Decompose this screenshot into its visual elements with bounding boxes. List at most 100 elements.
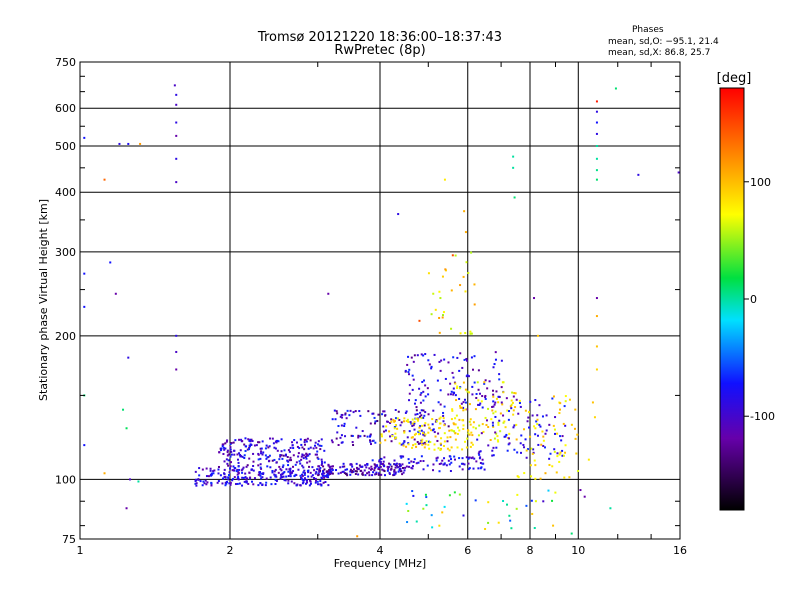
data-point — [305, 440, 308, 443]
data-point — [401, 463, 404, 466]
data-point — [261, 440, 264, 443]
data-point — [361, 430, 364, 433]
data-point — [543, 446, 546, 449]
data-point — [237, 478, 240, 481]
data-point — [274, 447, 277, 450]
data-point — [637, 173, 640, 176]
data-point — [416, 354, 419, 357]
data-point — [417, 419, 420, 422]
data-point — [508, 442, 511, 445]
data-point — [595, 100, 598, 103]
data-point — [301, 464, 304, 467]
data-point — [109, 261, 112, 264]
data-point — [415, 520, 418, 523]
data-point — [420, 439, 423, 442]
data-point — [452, 356, 455, 359]
data-point — [257, 458, 260, 461]
data-point — [442, 311, 445, 314]
data-point — [454, 417, 457, 420]
data-point — [264, 454, 267, 457]
data-point — [316, 443, 319, 446]
data-point — [494, 358, 497, 361]
data-point — [495, 390, 498, 393]
data-point — [492, 393, 495, 396]
data-point — [245, 480, 248, 483]
data-point — [369, 440, 372, 443]
data-point — [454, 254, 457, 257]
data-point — [302, 466, 305, 469]
data-point — [420, 409, 423, 412]
data-point — [435, 419, 438, 422]
data-point — [226, 462, 229, 465]
data-point — [424, 422, 427, 425]
data-point — [502, 391, 505, 394]
data-point — [452, 422, 455, 425]
data-point — [349, 470, 352, 473]
data-point — [393, 473, 396, 476]
data-point — [248, 471, 251, 474]
data-point — [423, 379, 426, 382]
data-point — [536, 418, 539, 421]
data-point — [386, 469, 389, 472]
data-point — [454, 394, 457, 397]
data-point — [354, 470, 357, 473]
data-point — [444, 269, 447, 272]
data-point — [118, 142, 121, 145]
data-point — [515, 438, 518, 441]
data-point — [245, 477, 248, 480]
data-point — [297, 455, 300, 458]
data-point — [424, 411, 427, 414]
y-tick-label: 75 — [62, 533, 76, 546]
data-point — [462, 462, 465, 465]
data-point — [261, 453, 264, 456]
data-point — [374, 473, 377, 476]
data-point — [465, 359, 468, 362]
data-point — [422, 409, 425, 412]
data-point — [210, 481, 213, 484]
data-point — [301, 473, 304, 476]
data-point — [476, 438, 479, 441]
data-point — [404, 466, 407, 469]
data-point — [307, 475, 310, 478]
data-point — [428, 426, 431, 429]
data-point — [444, 268, 447, 271]
data-point — [472, 368, 475, 371]
data-point — [467, 468, 470, 471]
data-point — [344, 468, 347, 471]
data-point — [351, 465, 354, 468]
data-point — [260, 450, 263, 453]
data-point — [473, 355, 476, 358]
data-point — [336, 431, 339, 434]
data-point — [379, 460, 382, 463]
data-point — [432, 409, 435, 412]
data-point — [393, 469, 396, 472]
data-point — [346, 474, 349, 477]
data-point — [418, 429, 421, 432]
data-point — [514, 392, 517, 395]
data-point — [260, 467, 263, 470]
data-point — [260, 452, 263, 455]
data-point — [401, 466, 404, 469]
data-point — [450, 461, 453, 464]
data-point — [232, 477, 235, 480]
data-point — [481, 395, 484, 398]
data-point — [291, 444, 294, 447]
data-point — [408, 399, 411, 402]
data-point — [510, 407, 513, 410]
data-point — [529, 435, 532, 438]
data-point — [309, 439, 312, 442]
data-point — [245, 465, 248, 468]
data-point — [300, 443, 303, 446]
data-point — [301, 446, 304, 449]
data-point — [320, 483, 323, 486]
data-point — [534, 427, 537, 430]
data-point — [420, 392, 423, 395]
data-point — [431, 429, 434, 432]
data-point — [290, 471, 293, 474]
data-point — [319, 448, 322, 451]
data-point — [448, 429, 451, 432]
data-point — [201, 484, 204, 487]
data-point — [430, 367, 433, 370]
data-point — [477, 369, 480, 372]
